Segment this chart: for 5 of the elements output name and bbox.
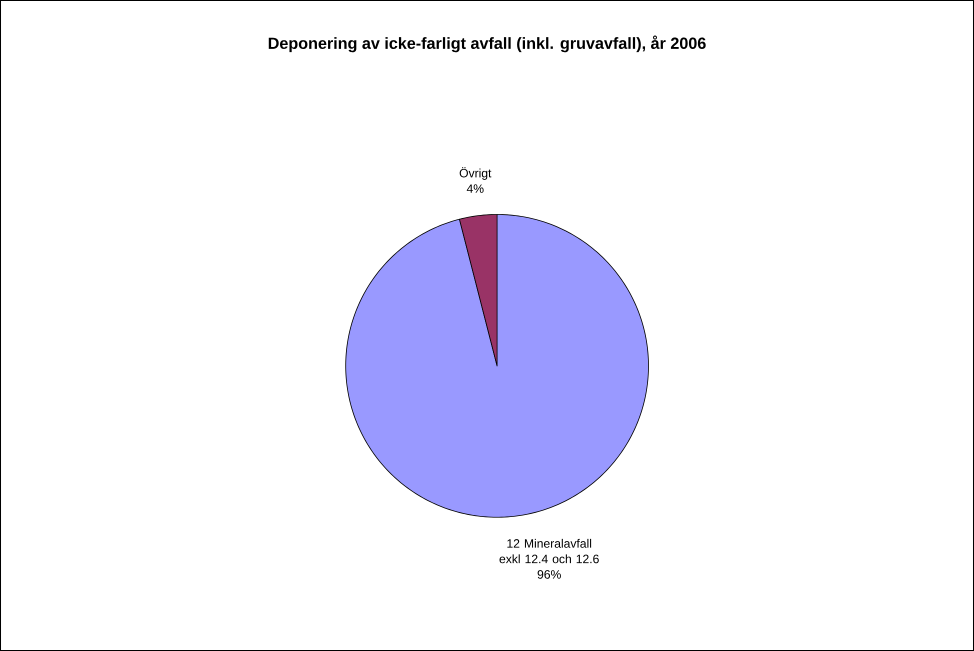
slice-label: Övrigt: [460, 167, 492, 180]
chart-title: Deponering av icke-farligt avfall (inkl. gruvavfall), år 2006: [268, 36, 706, 52]
data-label: 4%: [466, 184, 484, 193]
data-label: 96%: [538, 570, 561, 579]
slice-label: 12 Mineralavfall exkl 12.4 och 12.6: [500, 538, 599, 564]
